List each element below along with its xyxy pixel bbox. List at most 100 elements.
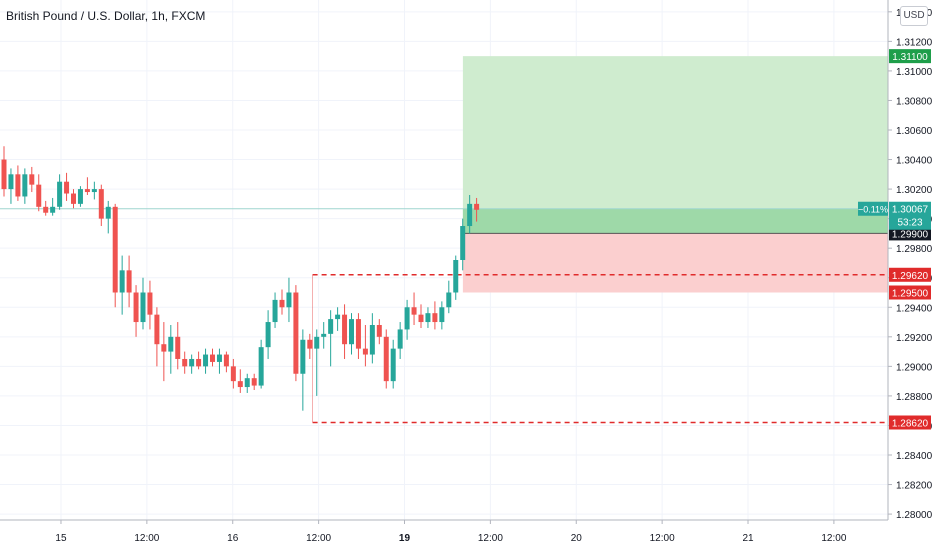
candle-body [22, 174, 28, 197]
candle-body [244, 378, 250, 388]
candle-body [432, 313, 438, 323]
current-price-badge: 1.30067 [892, 205, 929, 216]
x-tick-label: 12:00 [134, 533, 159, 544]
target-badge-bg [889, 49, 931, 64]
candle-body [272, 299, 278, 323]
candle-body [342, 314, 348, 345]
candle-body [279, 299, 285, 308]
level-badge-bg [889, 415, 931, 430]
candle-body [161, 344, 167, 352]
candle-body [286, 292, 292, 308]
candle-body [383, 336, 389, 382]
candle-body [307, 339, 313, 349]
candle-body [84, 189, 90, 193]
x-tick-label: 12:00 [478, 533, 503, 544]
profit-zone-active [462, 208, 888, 234]
x-tick-label: 12:00 [821, 533, 846, 544]
y-tick-label: 1.30800 [896, 96, 932, 107]
candle-body [1, 159, 7, 190]
candle-body [335, 314, 341, 320]
y-tick-label: 1.31200 [896, 37, 932, 48]
candle-body [29, 174, 35, 185]
candle-body [467, 203, 473, 227]
candle-body [168, 336, 174, 352]
candle-body [460, 226, 466, 260]
x-tick-label: 12:00 [650, 533, 675, 544]
candle-body [216, 354, 222, 362]
candle-body [230, 366, 236, 382]
y-tick-label: 1.28000 [896, 510, 932, 521]
candle-body [210, 354, 215, 362]
candle-body [425, 313, 431, 323]
candle-body [376, 325, 382, 337]
candle-body [126, 270, 132, 293]
candle-body [397, 329, 403, 349]
candle-body [71, 193, 76, 204]
candle-body [98, 189, 104, 219]
y-tick-label: 1.29800 [896, 244, 932, 255]
candle-body [182, 358, 188, 367]
x-tick-label: 15 [55, 533, 67, 544]
y-tick-label: 1.29200 [896, 333, 932, 344]
candle-body [189, 358, 195, 367]
entry-badge-bg [889, 226, 931, 241]
y-tick-label: 1.30200 [896, 185, 932, 196]
currency-badge[interactable]: USD [900, 6, 928, 26]
level-badge-bg [889, 267, 931, 282]
candle-body [57, 181, 63, 207]
y-tick-label: 1.29400 [896, 303, 932, 314]
candle-body [474, 203, 480, 210]
candle-body [258, 347, 264, 386]
level-badge: 1.28620 [892, 419, 929, 430]
candle-body [119, 270, 125, 293]
candle-body [64, 181, 70, 194]
candle-body [321, 333, 327, 337]
x-tick-label: 21 [742, 533, 754, 544]
candle-body [105, 206, 111, 219]
y-tick-label: 1.29000 [896, 362, 932, 373]
candle-body [203, 354, 209, 367]
candle-body [50, 206, 56, 213]
candle-body [251, 378, 257, 386]
candle-body [265, 322, 271, 348]
change-badge-bg [858, 201, 888, 216]
candle-body [453, 260, 459, 293]
candle-body [237, 381, 243, 388]
candle-body [15, 174, 21, 197]
entry-badge: 1.29900 [892, 229, 929, 240]
candle-body [77, 189, 83, 204]
candle-body [369, 325, 375, 355]
change-badge: −0.11% [858, 205, 888, 215]
symbol-title: British Pound / U.S. Dollar, 1h, FXCM [6, 9, 206, 23]
loss-zone [462, 233, 888, 293]
x-tick-label: 19 [399, 533, 411, 544]
level-badge: 1.29620 [892, 271, 929, 282]
candle-body [446, 292, 452, 308]
candle-body [355, 319, 361, 349]
stop-badge: 1.29500 [892, 289, 929, 300]
stop-badge-bg [889, 285, 931, 300]
y-tick-label: 1.28800 [896, 392, 932, 403]
y-tick-label: 1.28200 [896, 481, 932, 492]
candle-body [147, 292, 153, 315]
x-tick-label: 16 [227, 533, 239, 544]
x-tick-label: 12:00 [306, 533, 331, 544]
candle-body [418, 314, 424, 323]
candle-body [112, 206, 118, 293]
candle-body [328, 319, 334, 334]
candle-body [404, 307, 410, 330]
candle-body [36, 184, 42, 207]
y-tick-label: 1.30600 [896, 126, 932, 137]
candle-body [140, 292, 146, 323]
candle-body [349, 319, 354, 345]
candle-body [8, 174, 14, 190]
candle-body [300, 339, 306, 374]
candle-body [91, 189, 97, 193]
candle-body [154, 314, 160, 345]
candle-body [439, 307, 445, 323]
candle-body [362, 348, 368, 355]
candle-body [43, 206, 49, 213]
candle-body [175, 336, 181, 359]
